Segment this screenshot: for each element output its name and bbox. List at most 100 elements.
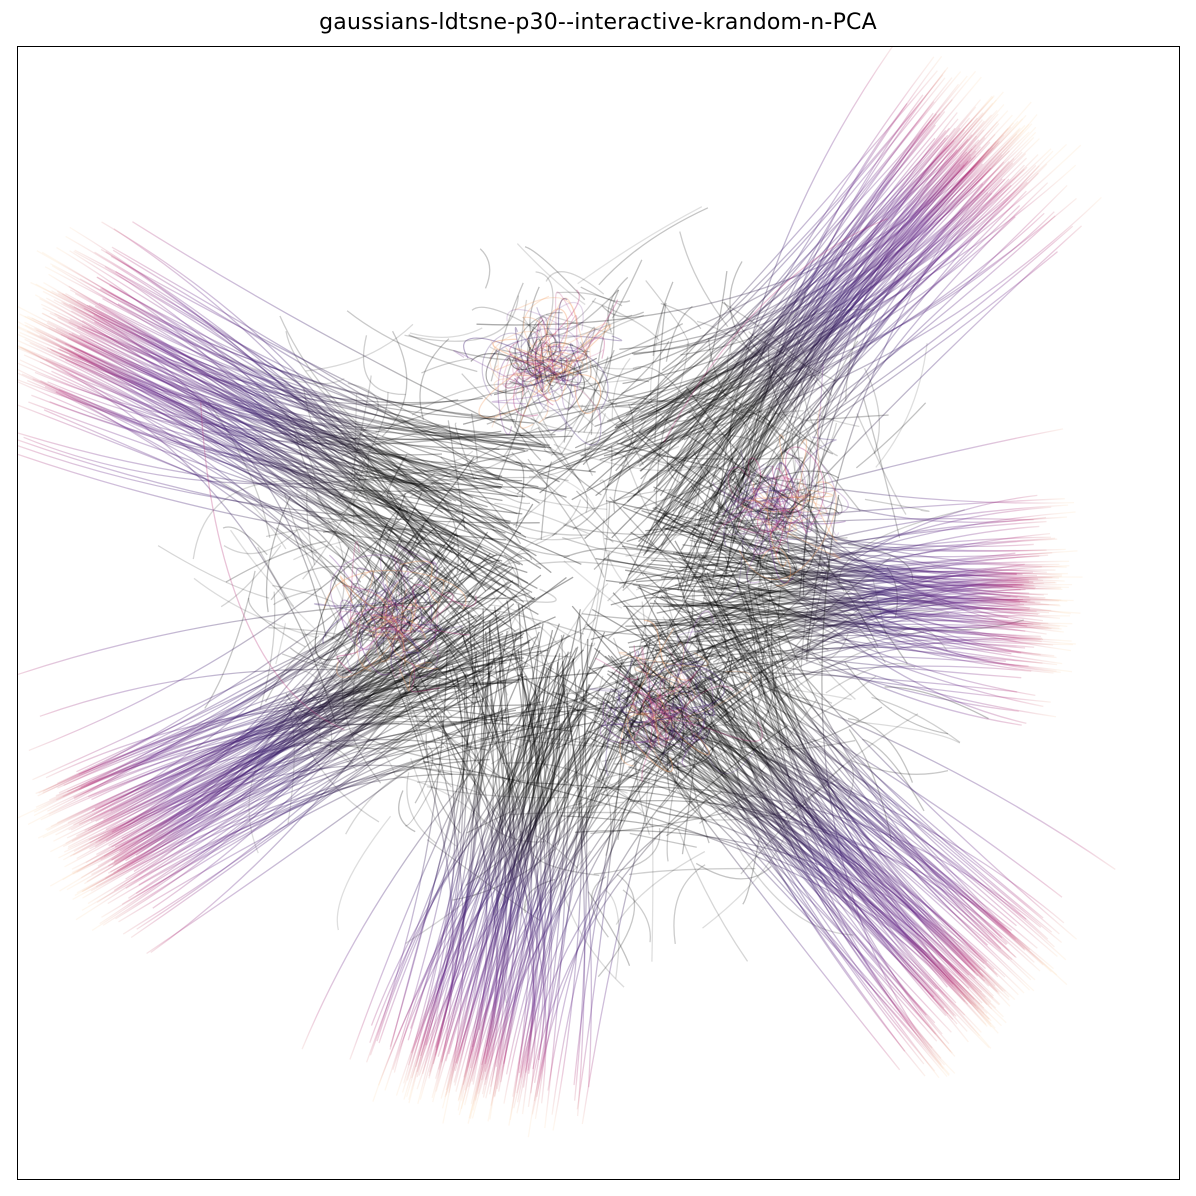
trajectory-line	[37, 526, 437, 797]
trajectory-line	[652, 646, 669, 699]
trajectory-line	[734, 627, 1007, 946]
trajectory-line	[546, 315, 580, 370]
trajectory-line	[390, 554, 423, 629]
trajectory-line	[339, 575, 377, 609]
trajectory-line	[547, 760, 658, 1091]
trajectory-line	[513, 371, 564, 387]
background-trajectory	[736, 845, 854, 936]
trajectory-line	[527, 316, 549, 372]
trajectory-line	[734, 485, 775, 513]
trajectory-line	[457, 691, 536, 1111]
trajectory-line	[753, 499, 771, 561]
trajectory-line	[548, 373, 602, 446]
trajectory-line	[788, 470, 828, 513]
trajectory-line	[604, 99, 982, 452]
trajectory-line	[382, 638, 431, 661]
trajectory-line	[649, 661, 661, 728]
trajectory-line	[599, 197, 1077, 461]
trajectory-line	[758, 485, 800, 602]
trajectory-line	[76, 576, 567, 894]
trajectory-line	[18, 347, 362, 583]
trajectory-line	[647, 692, 660, 746]
trajectory-line	[585, 333, 592, 377]
trajectory-line	[758, 594, 1058, 666]
background-trajectory	[862, 738, 925, 812]
trajectory-line	[724, 556, 1036, 981]
background-trajectory	[333, 747, 396, 775]
trajectory-line	[810, 486, 849, 520]
trajectory-line	[736, 467, 816, 517]
background-trajectory	[431, 590, 474, 659]
trajectory-line	[635, 657, 679, 692]
trajectory-line	[755, 462, 797, 513]
trajectory-line	[729, 473, 751, 504]
background-trajectory	[557, 314, 633, 339]
background-trajectory	[512, 344, 570, 376]
trajectory-line	[345, 588, 408, 629]
trajectory-line	[599, 696, 684, 744]
background-trajectory	[223, 529, 298, 555]
trajectory-line	[112, 249, 501, 481]
trajectory-line	[534, 317, 546, 388]
trajectory-line	[656, 574, 1037, 614]
trajectory-line	[588, 114, 1013, 472]
background-trajectory	[863, 367, 880, 455]
trajectory-line	[387, 603, 396, 617]
trajectory-line	[495, 726, 670, 1067]
trajectory-line	[512, 347, 540, 380]
trajectory-line	[560, 327, 596, 392]
trajectory-line	[402, 578, 433, 634]
trajectory-line	[606, 692, 984, 977]
trajectory-line	[590, 737, 973, 1005]
trajectory-line	[742, 460, 839, 486]
trajectory-line	[766, 482, 787, 525]
trajectory-line	[493, 723, 562, 1097]
trajectory-line	[417, 716, 510, 1104]
trajectory-line	[31, 317, 460, 516]
trajectory-line	[741, 499, 768, 512]
trajectory-line	[490, 339, 553, 378]
trajectory-line	[626, 710, 690, 718]
trajectory-line	[360, 578, 450, 629]
trajectory-line	[33, 720, 573, 817]
trajectory-line	[90, 561, 489, 822]
trajectory-line	[70, 310, 500, 451]
trajectory-line	[616, 442, 1074, 504]
trajectory-line	[535, 333, 557, 358]
trajectory-line	[666, 720, 927, 1016]
trajectory-line	[491, 364, 572, 428]
trajectory-line	[754, 616, 1077, 940]
trajectory-line	[652, 663, 725, 709]
trajectory-line	[754, 667, 998, 993]
background-trajectory	[511, 452, 614, 543]
trajectory-line	[535, 376, 554, 396]
trajectory-line	[721, 497, 794, 584]
trajectory-line	[445, 623, 544, 1091]
trajectory-line	[821, 494, 942, 1065]
trajectory-line	[375, 629, 421, 663]
background-trajectory	[474, 476, 531, 505]
background-trajectory	[556, 377, 642, 386]
trajectory-line	[429, 578, 445, 626]
trajectory-line	[42, 584, 422, 794]
trajectory-line	[400, 560, 439, 604]
trajectory-line	[763, 489, 797, 512]
trajectory-line	[778, 493, 811, 499]
trajectory-line	[373, 611, 431, 619]
trajectory-line	[136, 623, 482, 930]
trajectory-line	[59, 355, 468, 661]
trajectory-line	[452, 722, 534, 1114]
trajectory-line	[101, 287, 496, 418]
trajectory-line	[348, 617, 404, 643]
trajectory-line	[72, 758, 490, 900]
trajectory-line	[493, 378, 524, 400]
trajectory-line	[569, 343, 582, 386]
trajectory-line	[63, 536, 424, 861]
trajectory-line	[314, 547, 350, 661]
background-trajectory	[449, 476, 569, 482]
trajectory-line	[781, 436, 837, 496]
background-trajectory	[563, 363, 576, 443]
background-trajectory	[535, 561, 674, 580]
trajectory-line	[715, 676, 1063, 898]
trajectory-line	[618, 651, 709, 668]
